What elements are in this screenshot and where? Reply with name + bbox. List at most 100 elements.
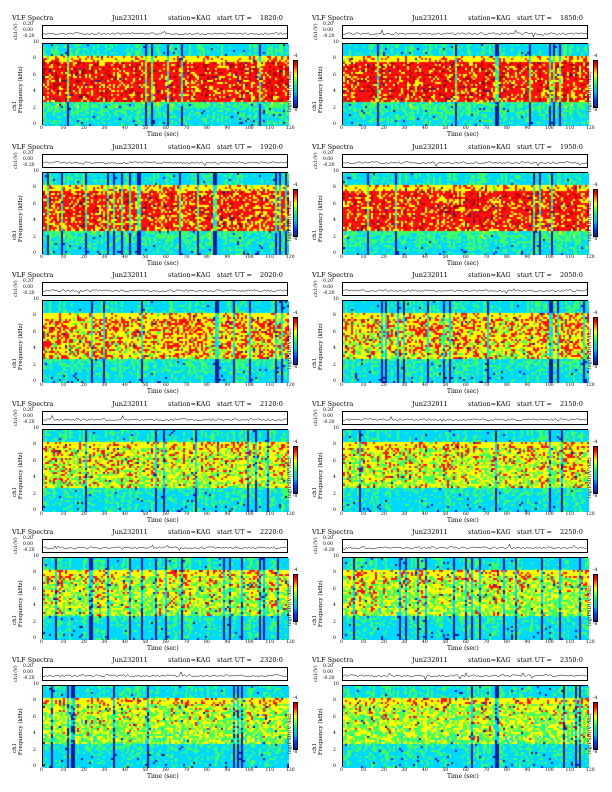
- frequency-tick-label: 2: [333, 105, 336, 111]
- frequency-tick-label: 8: [33, 698, 36, 704]
- spectrogram-heatmap: [342, 300, 589, 383]
- spectrogram-canvas: [343, 686, 589, 768]
- time-tick-label: 20: [81, 640, 87, 645]
- time-tick-label: 50: [142, 768, 149, 773]
- amplitude-tick-label: 0.00: [323, 285, 334, 290]
- time-tick-label: 120: [586, 383, 595, 388]
- spectrogram-panel: VLF Spectra Jun232011 station=KAG start UT …: [308, 143, 602, 271]
- time-tick-label: 100: [245, 126, 254, 131]
- spectrogram-canvas: [43, 558, 289, 640]
- start-ut-text: 2020:0: [260, 271, 283, 279]
- colorbar-tick-label: -8: [593, 365, 598, 370]
- amplitude-series-line: [343, 672, 587, 680]
- time-tick-label: 0: [40, 383, 43, 388]
- time-tick-label: 30: [101, 640, 108, 645]
- frequency-tick-label: 0: [33, 122, 36, 127]
- start-ut-text: 2350:0: [560, 656, 583, 664]
- colorbar: [293, 574, 298, 622]
- frequency-tick-label: 8: [333, 570, 336, 576]
- frequency-tick-label: 10: [333, 682, 339, 687]
- station-text: station=KAG: [168, 14, 211, 22]
- colorbar-tick-label: -8: [293, 622, 298, 627]
- time-tick-label: 20: [381, 512, 387, 517]
- amplitude-svg: [43, 544, 287, 551]
- title-text: VLF Spectra: [312, 656, 354, 664]
- time-tick-label: 90: [224, 383, 231, 388]
- amplitude-trace: [42, 411, 288, 425]
- colorbar-tick-label: -4: [293, 311, 298, 316]
- time-tick-label: 90: [524, 383, 531, 388]
- time-tick-label: 110: [565, 126, 575, 131]
- colorbar: [593, 189, 598, 237]
- time-tick-label: 80: [504, 255, 510, 260]
- date-text: Jun232011: [112, 528, 148, 536]
- time-tick-label: 60: [163, 126, 169, 131]
- time-tick-label: 100: [245, 768, 254, 773]
- colorbar-tick-label: -4: [593, 568, 598, 573]
- time-tick-label: 0: [340, 640, 343, 645]
- colorbar-label: log(PSD)(V²/Hz): [287, 457, 293, 498]
- panel-title: VLF Spectra Jun232011 station=KAG start UT …: [12, 13, 302, 23]
- time-tick-label: 90: [524, 255, 531, 260]
- spectrogram-heatmap: [42, 300, 289, 383]
- time-tick-label: 0: [340, 255, 343, 260]
- time-tick-label: 50: [442, 126, 449, 131]
- time-tick-label: 120: [286, 640, 295, 645]
- panel-title: VLF Spectra Jun232011 station=KAG start UT …: [312, 655, 602, 665]
- spectrogram-panel: VLF Spectra Jun232011 station=KAG start UT …: [308, 14, 602, 142]
- time-tick-label: 80: [204, 255, 210, 260]
- time-tick-label: 100: [545, 383, 554, 388]
- time-tick-label: 10: [60, 126, 67, 131]
- time-axis-label: Time (sec): [147, 645, 179, 652]
- amplitude-series-line: [343, 415, 587, 423]
- time-tick-label: 30: [401, 126, 408, 131]
- spectrogram-heatmap: [342, 172, 589, 255]
- frequency-tick-label: 6: [33, 586, 36, 592]
- time-axis-label: Time (sec): [447, 260, 479, 267]
- time-tick-label: 110: [265, 640, 275, 645]
- colorbar-label: log(PSD)(V²/Hz): [287, 200, 293, 241]
- amplitude-trace: [342, 667, 588, 681]
- amplitude-axis-label: ch1(V): [13, 409, 19, 426]
- frequency-tick-label: 8: [33, 56, 36, 62]
- frequency-axis-label-unit: Frequency (kHz): [318, 580, 324, 628]
- amplitude-tick-label: 0.00: [323, 414, 334, 419]
- frequency-tick-label: 6: [33, 72, 36, 78]
- time-tick-label: 80: [204, 640, 210, 645]
- amplitude-tick-label: 0.00: [323, 157, 334, 162]
- frequency-tick-label: 0: [33, 379, 36, 384]
- frequency-tick-label: 4: [333, 218, 336, 224]
- time-tick-label: 50: [442, 383, 449, 388]
- time-tick-label: 70: [483, 383, 490, 388]
- time-tick-label: 10: [60, 640, 67, 645]
- time-tick-label: 100: [245, 255, 254, 260]
- colorbar-label: log(PSD)(V²/Hz): [287, 713, 293, 754]
- date-text: Jun232011: [412, 400, 448, 408]
- station-text: station=KAG: [168, 400, 211, 408]
- amplitude-tick-label: 0.00: [23, 157, 34, 162]
- amplitude-trace: [342, 25, 588, 39]
- colorbar-tick-label: -4: [593, 311, 598, 316]
- panel-title: VLF Spectra Jun232011 station=KAG start UT …: [312, 142, 602, 152]
- amplitude-tick-label: -0.20: [23, 676, 35, 681]
- time-tick-label: 0: [40, 255, 43, 260]
- frequency-axis-label-unit: Frequency (kHz): [18, 452, 24, 500]
- frequency-tick-label: 4: [333, 731, 336, 737]
- time-tick-label: 120: [286, 126, 295, 131]
- time-tick-label: 30: [101, 512, 108, 517]
- frequency-axis-label: ch1 Frequency (kHz): [312, 580, 324, 627]
- time-axis-label: Time (sec): [147, 388, 179, 395]
- spectrogram-panel: VLF Spectra Jun232011 station=KAG start UT …: [308, 528, 602, 656]
- frequency-tick-label: 4: [33, 218, 36, 224]
- date-text: Jun232011: [112, 271, 148, 279]
- time-tick-label: 80: [204, 768, 210, 773]
- station-text: station=KAG: [168, 271, 211, 279]
- time-tick-label: 100: [245, 383, 254, 388]
- panel-title: VLF Spectra Jun232011 station=KAG start UT …: [312, 13, 602, 23]
- frequency-tick-label: 6: [33, 329, 36, 335]
- time-axis-label: Time (sec): [447, 773, 479, 780]
- start-ut-text: 2220:0: [260, 528, 283, 536]
- frequency-tick-label: 10: [333, 169, 339, 174]
- amplitude-tick-label: 0.20: [23, 22, 34, 27]
- frequency-tick-label: 8: [333, 185, 336, 191]
